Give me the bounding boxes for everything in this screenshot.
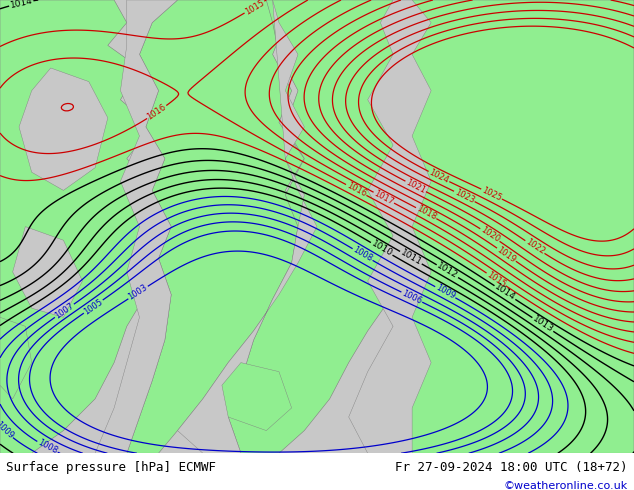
Text: 1020: 1020 — [479, 225, 501, 245]
Text: 1015: 1015 — [243, 0, 266, 16]
Text: 1023: 1023 — [453, 188, 476, 205]
Text: 1014: 1014 — [9, 0, 34, 10]
Text: ©weatheronline.co.uk: ©weatheronline.co.uk — [503, 481, 628, 490]
Polygon shape — [0, 0, 165, 453]
Text: 1014: 1014 — [493, 283, 517, 303]
Text: 1016: 1016 — [146, 102, 168, 122]
Text: 1007: 1007 — [53, 301, 75, 320]
Polygon shape — [0, 318, 32, 399]
Text: 1008: 1008 — [36, 438, 59, 456]
Text: 1012: 1012 — [436, 262, 460, 281]
Text: 1003: 1003 — [127, 283, 150, 302]
Text: Fr 27-09-2024 18:00 UTC (18+72): Fr 27-09-2024 18:00 UTC (18+72) — [395, 461, 628, 474]
Polygon shape — [178, 0, 317, 453]
Polygon shape — [13, 226, 82, 318]
Text: 1010: 1010 — [370, 239, 394, 259]
Polygon shape — [127, 0, 317, 453]
Text: 1009: 1009 — [434, 283, 456, 301]
Text: 1009: 1009 — [0, 420, 15, 441]
Text: 1005: 1005 — [82, 297, 105, 316]
Polygon shape — [95, 0, 178, 453]
Text: 1016: 1016 — [345, 181, 368, 199]
Polygon shape — [393, 0, 634, 453]
Polygon shape — [228, 0, 456, 453]
Text: 1011: 1011 — [399, 248, 423, 268]
Text: 1021: 1021 — [404, 178, 427, 195]
Text: 1018: 1018 — [415, 204, 437, 222]
Text: 1013: 1013 — [531, 315, 555, 335]
Text: 1006: 1006 — [400, 289, 424, 306]
Polygon shape — [19, 68, 108, 190]
Text: 1015: 1015 — [485, 270, 507, 289]
Text: 1019: 1019 — [495, 245, 517, 264]
Text: 1017: 1017 — [372, 189, 395, 207]
Text: 1022: 1022 — [524, 238, 546, 257]
Text: Surface pressure [hPa] ECMWF: Surface pressure [hPa] ECMWF — [6, 461, 216, 474]
Text: 1008: 1008 — [351, 245, 374, 264]
Text: 1025: 1025 — [480, 185, 503, 203]
Polygon shape — [222, 363, 292, 431]
Polygon shape — [349, 0, 431, 453]
Text: 1024: 1024 — [427, 168, 450, 185]
